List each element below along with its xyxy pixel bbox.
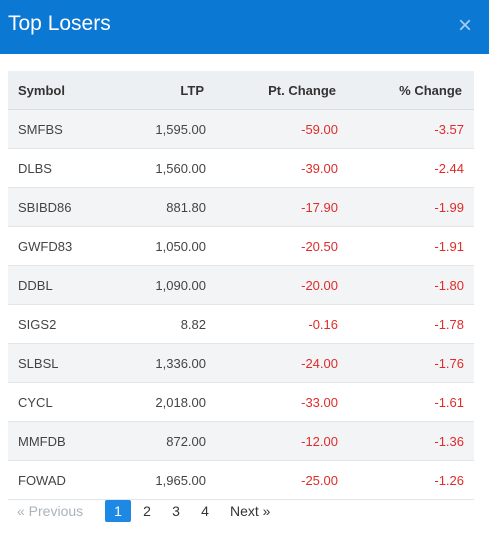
table-row[interactable]: SLBSL 1,336.00 -24.00 -1.76: [8, 343, 474, 383]
pt-change-cell: -39.00: [206, 148, 338, 188]
pt-change-cell: -20.50: [206, 226, 338, 266]
page-4-link[interactable]: 4: [201, 503, 209, 519]
symbol-cell: SIGS2: [8, 304, 104, 344]
ltp-cell: 8.82: [104, 304, 206, 344]
pct-change-cell: -1.99: [338, 187, 474, 227]
table-row[interactable]: SMFBS 1,595.00 -59.00 -3.57: [8, 109, 474, 149]
table-row[interactable]: CYCL 2,018.00 -33.00 -1.61: [8, 382, 474, 422]
symbol-cell: DDBL: [8, 265, 104, 305]
table-row[interactable]: DLBS 1,560.00 -39.00 -2.44: [8, 148, 474, 188]
dialog-title: Top Losers: [8, 12, 111, 35]
top-losers-table: Symbol LTP Pt. Change % Change SMFBS 1,59…: [8, 71, 474, 500]
pt-change-cell: -17.90: [206, 187, 338, 227]
symbol-cell: SLBSL: [8, 343, 104, 383]
table-row[interactable]: DDBL 1,090.00 -20.00 -1.80: [8, 265, 474, 305]
pct-change-cell: -1.26: [338, 460, 474, 500]
pct-change-cell: -1.61: [338, 382, 474, 422]
page-3-link[interactable]: 3: [172, 503, 180, 519]
pt-change-cell: -12.00: [206, 421, 338, 461]
column-header-pt-change[interactable]: Pt. Change: [206, 71, 338, 110]
column-header-symbol[interactable]: Symbol: [8, 71, 104, 110]
ltp-cell: 881.80: [104, 187, 206, 227]
symbol-cell: GWFD83: [8, 226, 104, 266]
ltp-cell: 1,560.00: [104, 148, 206, 188]
pct-change-cell: -1.36: [338, 421, 474, 461]
ltp-cell: 1,965.00: [104, 460, 206, 500]
ltp-cell: 1,050.00: [104, 226, 206, 266]
symbol-cell: SMFBS: [8, 109, 104, 149]
pt-change-cell: -24.00: [206, 343, 338, 383]
dialog-header: Top Losers ×: [0, 0, 489, 54]
page-2-link[interactable]: 2: [143, 503, 151, 519]
ltp-cell: 872.00: [104, 421, 206, 461]
pt-change-cell: -20.00: [206, 265, 338, 305]
symbol-cell: CYCL: [8, 382, 104, 422]
table-header-row: Symbol LTP Pt. Change % Change: [8, 71, 474, 110]
pt-change-cell: -25.00: [206, 460, 338, 500]
table-row[interactable]: SBIBD86 881.80 -17.90 -1.99: [8, 187, 474, 227]
pct-change-cell: -1.76: [338, 343, 474, 383]
symbol-cell: DLBS: [8, 148, 104, 188]
pct-change-cell: -1.78: [338, 304, 474, 344]
close-icon[interactable]: ×: [457, 12, 472, 39]
column-header-ltp[interactable]: LTP: [104, 71, 206, 110]
pct-change-cell: -2.44: [338, 148, 474, 188]
pct-change-cell: -1.91: [338, 226, 474, 266]
table-row[interactable]: GWFD83 1,050.00 -20.50 -1.91: [8, 226, 474, 266]
table-row[interactable]: SIGS2 8.82 -0.16 -1.78: [8, 304, 474, 344]
pt-change-cell: -33.00: [206, 382, 338, 422]
next-page-link[interactable]: Next »: [230, 503, 271, 519]
previous-page-link[interactable]: « Previous: [17, 503, 84, 519]
pt-change-cell: -0.16: [206, 304, 338, 344]
column-header-pct-change[interactable]: % Change: [338, 71, 474, 110]
table-row[interactable]: FOWAD 1,965.00 -25.00 -1.26: [8, 460, 474, 500]
ltp-cell: 2,018.00: [104, 382, 206, 422]
page-1-link[interactable]: 1: [105, 500, 131, 522]
ltp-cell: 1,090.00: [104, 265, 206, 305]
symbol-cell: FOWAD: [8, 460, 104, 500]
pct-change-cell: -3.57: [338, 109, 474, 149]
pt-change-cell: -59.00: [206, 109, 338, 149]
ltp-cell: 1,595.00: [104, 109, 206, 149]
symbol-cell: SBIBD86: [8, 187, 104, 227]
ltp-cell: 1,336.00: [104, 343, 206, 383]
table-row[interactable]: MMFDB 872.00 -12.00 -1.36: [8, 421, 474, 461]
pct-change-cell: -1.80: [338, 265, 474, 305]
symbol-cell: MMFDB: [8, 421, 104, 461]
